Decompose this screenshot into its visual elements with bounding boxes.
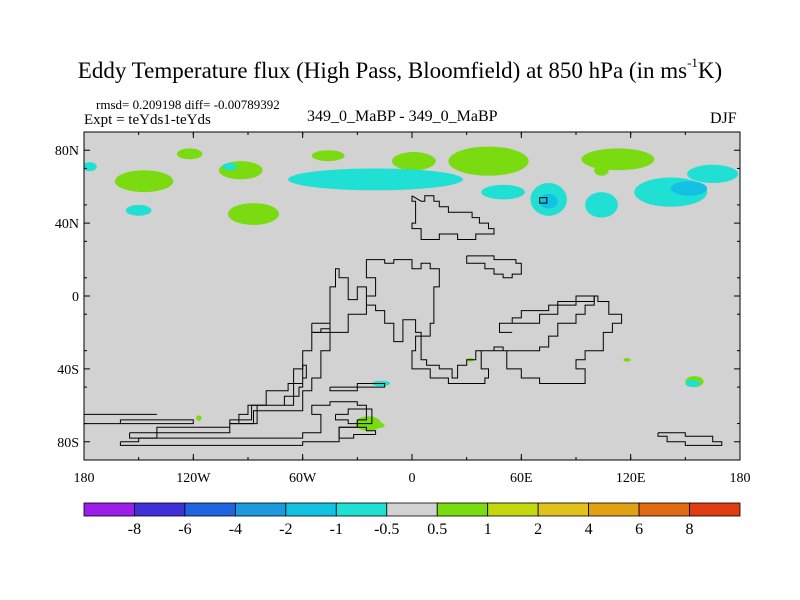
colorbar-label: -2 [279, 521, 292, 538]
colorbar: -8 -6 -4 -2 -1 -0.5 0.5 1 2 4 6 8 [83, 502, 741, 538]
x-tick-label: 120W [176, 471, 211, 486]
negative-anomaly [687, 164, 739, 184]
colorbar-swatch [487, 502, 539, 517]
y-tick-label: 80S [57, 436, 79, 451]
colorbar-label: -8 [128, 521, 141, 538]
colorbar-swatch [436, 502, 489, 517]
colorbar-swatch [83, 502, 135, 517]
positive-anomaly [196, 415, 202, 421]
colorbar-swatch [285, 502, 337, 517]
x-tick-label: 60E [510, 471, 533, 486]
coastline [84, 419, 194, 425]
positive-anomaly [373, 422, 385, 429]
coastline [329, 383, 386, 392]
colorbar-swatch [234, 502, 287, 517]
positive-anomaly [448, 146, 529, 176]
positive-anomaly [114, 170, 174, 193]
season-label: DJF [710, 110, 737, 127]
strong-negative-anomaly [670, 181, 708, 196]
negative-anomaly [288, 168, 464, 191]
negative-anomaly [125, 204, 152, 216]
colorbar-swatch [689, 502, 741, 517]
colorbar-swatch [537, 502, 590, 517]
negative-anomaly [84, 162, 97, 172]
positive-anomaly [581, 148, 655, 171]
positive-anomaly [623, 357, 631, 362]
colorbar-label: 2 [534, 521, 542, 538]
coastline [335, 408, 373, 425]
x-tick-label: 0 [409, 471, 416, 486]
colorbar-label: 8 [686, 521, 694, 538]
positive-anomaly [594, 164, 609, 176]
x-tick-label: 120E [616, 471, 646, 486]
x-axis: 180 120W 60W 0 60E 120E 180 [74, 132, 751, 486]
coastline [411, 195, 495, 240]
x-tick-label: 180 [74, 471, 95, 486]
rmsd-diff-label: rmsd= 0.209198 diff= -0.00789392 [96, 97, 280, 112]
y-tick-label: 80N [55, 144, 79, 159]
coastline [129, 364, 307, 439]
coastline [657, 432, 723, 446]
coastline [229, 259, 623, 425]
colorbar-label: 0.5 [427, 521, 447, 538]
negative-anomaly [222, 162, 238, 171]
negative-anomaly [481, 184, 525, 200]
positive-anomaly [311, 150, 345, 162]
x-tick-label: 180 [730, 471, 751, 486]
colorbar-label: -6 [178, 521, 191, 538]
coastline [499, 295, 595, 333]
coastlines [84, 195, 723, 446]
title-superscript: -1 [687, 55, 698, 70]
colorbar-label: -4 [229, 521, 242, 538]
experiment-label: Expt = teYds1-teYds [84, 112, 211, 128]
y-axis: 80N 40N 0 40S 80S [55, 131, 740, 461]
strong-negative-anomaly [539, 193, 558, 209]
anomaly-fields [84, 146, 739, 431]
coastline [311, 322, 331, 333]
y-tick-label: 40S [57, 363, 79, 378]
x-tick-label: 60W [289, 471, 317, 486]
coastline [338, 426, 377, 439]
y-tick-label: 0 [72, 290, 79, 305]
chart-title: Eddy Temperature flux (High Pass, Bloomf… [77, 55, 723, 83]
colorbar-swatch [335, 502, 388, 517]
colorbar-swatch [184, 502, 236, 517]
colorbar-label: -1 [330, 521, 343, 538]
coastline [119, 401, 367, 446]
positive-anomaly [391, 152, 436, 171]
colorbar-label: 1 [484, 521, 492, 538]
coastline [539, 197, 548, 204]
colorbar-label: 4 [585, 521, 593, 538]
colorbar-swatch [638, 502, 690, 517]
case-label: 349_0_MaBP - 349_0_MaBP [307, 108, 498, 125]
positive-anomaly [227, 203, 279, 225]
colorbar-swatch [386, 502, 438, 517]
positive-anomaly [176, 148, 203, 160]
negative-anomaly [585, 192, 618, 218]
negative-anomaly [685, 379, 700, 388]
colorbar-label: -0.5 [374, 521, 399, 538]
colorbar-swatch [588, 502, 640, 517]
colorbar-swatch [134, 502, 186, 517]
y-tick-label: 40N [55, 217, 79, 232]
coastline [466, 255, 522, 279]
colorbar-label: 6 [635, 521, 643, 538]
